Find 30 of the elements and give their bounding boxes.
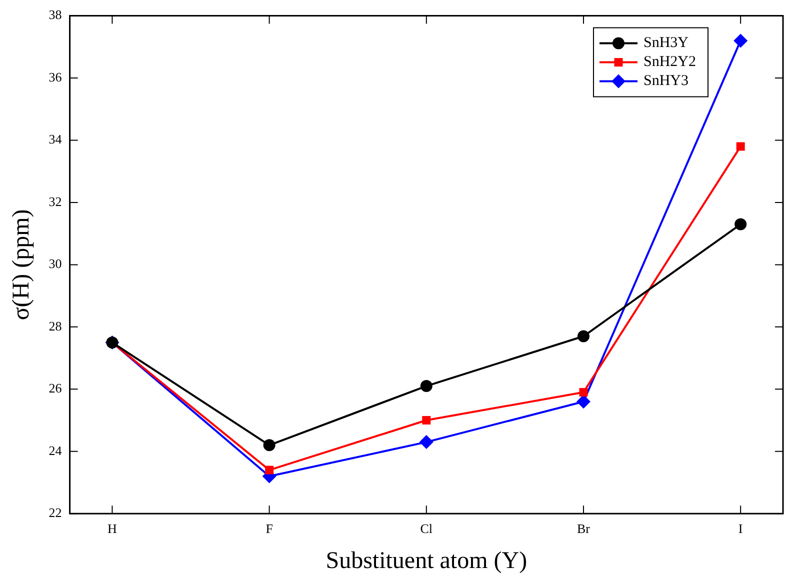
point <box>420 380 432 392</box>
x-tick-label: I <box>738 520 743 536</box>
x-tick-label: Cl <box>420 520 433 536</box>
legend-label: SnH3Y <box>643 35 689 52</box>
y-tick-label: 38 <box>48 7 62 22</box>
y-tick-label: 36 <box>48 69 62 84</box>
x-tick-label: Br <box>576 520 591 536</box>
point <box>576 394 590 409</box>
point <box>419 435 434 450</box>
point <box>263 439 276 452</box>
point <box>734 34 748 48</box>
legend-label: SnHY3 <box>643 73 689 90</box>
y-tick-label: 26 <box>48 380 62 396</box>
y-tick-label: 30 <box>48 256 62 272</box>
point <box>736 142 745 151</box>
y-tick-label: 24 <box>48 442 62 458</box>
y-tick-label: 28 <box>48 318 62 334</box>
point <box>577 330 590 342</box>
y-axis-title: σ(H) (ppm) <box>8 209 35 320</box>
x-tick-label: H <box>108 520 117 536</box>
point <box>579 388 588 397</box>
y-tick-label: 34 <box>48 132 62 147</box>
x-tick-label: F <box>266 520 273 536</box>
y-tick-label: 22 <box>48 505 62 520</box>
y-tick-label: 32 <box>48 194 62 209</box>
legend-label: SnH2Y2 <box>643 54 696 70</box>
point <box>422 416 431 425</box>
point <box>265 466 274 474</box>
point <box>734 218 747 230</box>
x-axis-title: Substituent atom (Y) <box>326 548 528 574</box>
